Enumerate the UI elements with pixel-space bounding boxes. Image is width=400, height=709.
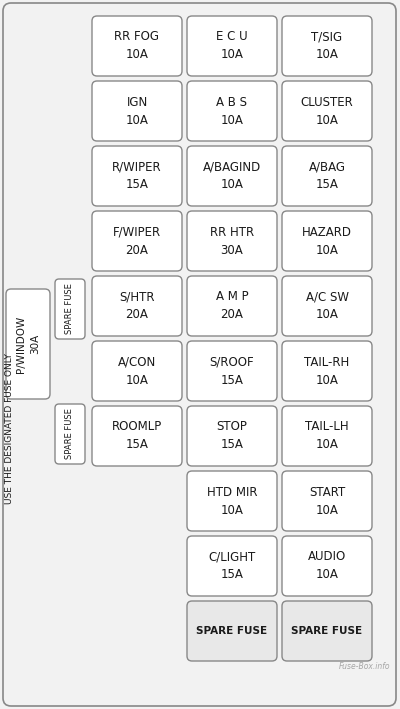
Text: A M P
20A: A M P 20A — [216, 291, 248, 321]
FancyBboxPatch shape — [55, 404, 85, 464]
Text: ROOMLP
15A: ROOMLP 15A — [112, 420, 162, 452]
FancyBboxPatch shape — [187, 276, 277, 336]
FancyBboxPatch shape — [92, 81, 182, 141]
FancyBboxPatch shape — [282, 601, 372, 661]
FancyBboxPatch shape — [282, 276, 372, 336]
Text: STOP
15A: STOP 15A — [216, 420, 248, 452]
FancyBboxPatch shape — [187, 211, 277, 271]
FancyBboxPatch shape — [187, 16, 277, 76]
Text: SPARE FUSE: SPARE FUSE — [66, 408, 74, 459]
Text: IGN
10A: IGN 10A — [126, 96, 148, 126]
Text: S/ROOF
15A: S/ROOF 15A — [210, 355, 254, 386]
FancyBboxPatch shape — [282, 341, 372, 401]
Text: R/WIPER
15A: R/WIPER 15A — [112, 160, 162, 191]
Text: HTD MIR
10A: HTD MIR 10A — [207, 486, 257, 516]
FancyBboxPatch shape — [92, 211, 182, 271]
FancyBboxPatch shape — [282, 81, 372, 141]
Text: E C U
10A: E C U 10A — [216, 30, 248, 62]
Text: START
10A: START 10A — [309, 486, 345, 516]
FancyBboxPatch shape — [92, 341, 182, 401]
Text: T/SIG
10A: T/SIG 10A — [312, 30, 342, 62]
Text: Fuse-Box.info: Fuse-Box.info — [338, 662, 390, 671]
Text: RR FOG
10A: RR FOG 10A — [114, 30, 160, 62]
FancyBboxPatch shape — [187, 81, 277, 141]
Text: AUDIO
10A: AUDIO 10A — [308, 550, 346, 581]
FancyBboxPatch shape — [92, 146, 182, 206]
Text: F/WIPER
20A: F/WIPER 20A — [113, 225, 161, 257]
FancyBboxPatch shape — [282, 536, 372, 596]
FancyBboxPatch shape — [187, 341, 277, 401]
FancyBboxPatch shape — [3, 3, 396, 706]
Text: SPARE FUSE: SPARE FUSE — [292, 626, 362, 636]
FancyBboxPatch shape — [187, 406, 277, 466]
FancyBboxPatch shape — [55, 279, 85, 339]
FancyBboxPatch shape — [282, 471, 372, 531]
Text: TAIL-RH
10A: TAIL-RH 10A — [304, 355, 350, 386]
Text: TAIL-LH
10A: TAIL-LH 10A — [305, 420, 349, 452]
FancyBboxPatch shape — [282, 211, 372, 271]
Text: A B S
10A: A B S 10A — [216, 96, 248, 126]
Text: S/HTR
20A: S/HTR 20A — [119, 291, 155, 321]
Text: A/BAG
15A: A/BAG 15A — [308, 160, 346, 191]
Text: CLUSTER
10A: CLUSTER 10A — [301, 96, 353, 126]
Text: A/BAGIND
10A: A/BAGIND 10A — [203, 160, 261, 191]
FancyBboxPatch shape — [6, 289, 50, 399]
Text: A/CON
10A: A/CON 10A — [118, 355, 156, 386]
FancyBboxPatch shape — [187, 601, 277, 661]
Text: C/LIGHT
15A: C/LIGHT 15A — [208, 550, 256, 581]
FancyBboxPatch shape — [282, 146, 372, 206]
Text: SPARE FUSE: SPARE FUSE — [66, 284, 74, 335]
Text: USE THE DESIGNATED FUSE ONLY: USE THE DESIGNATED FUSE ONLY — [6, 354, 14, 504]
Text: SPARE FUSE: SPARE FUSE — [196, 626, 268, 636]
FancyBboxPatch shape — [92, 406, 182, 466]
FancyBboxPatch shape — [282, 406, 372, 466]
FancyBboxPatch shape — [282, 16, 372, 76]
Text: HAZARD
10A: HAZARD 10A — [302, 225, 352, 257]
Text: RR HTR
30A: RR HTR 30A — [210, 225, 254, 257]
FancyBboxPatch shape — [187, 536, 277, 596]
FancyBboxPatch shape — [187, 146, 277, 206]
FancyBboxPatch shape — [92, 276, 182, 336]
Text: P/WINDOW
30A: P/WINDOW 30A — [16, 316, 40, 373]
Text: A/C SW
10A: A/C SW 10A — [306, 291, 348, 321]
FancyBboxPatch shape — [92, 16, 182, 76]
FancyBboxPatch shape — [187, 471, 277, 531]
